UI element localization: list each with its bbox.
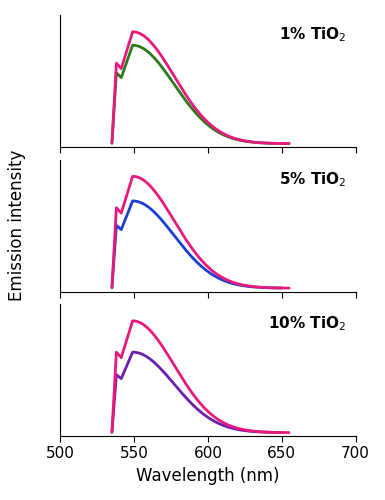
X-axis label: Wavelength (nm): Wavelength (nm) (136, 467, 280, 485)
Text: Emission intensity: Emission intensity (8, 150, 26, 300)
Text: 5% TiO$_2$: 5% TiO$_2$ (279, 170, 347, 189)
Text: 10% TiO$_2$: 10% TiO$_2$ (268, 314, 347, 334)
Text: 1% TiO$_2$: 1% TiO$_2$ (279, 26, 347, 44)
